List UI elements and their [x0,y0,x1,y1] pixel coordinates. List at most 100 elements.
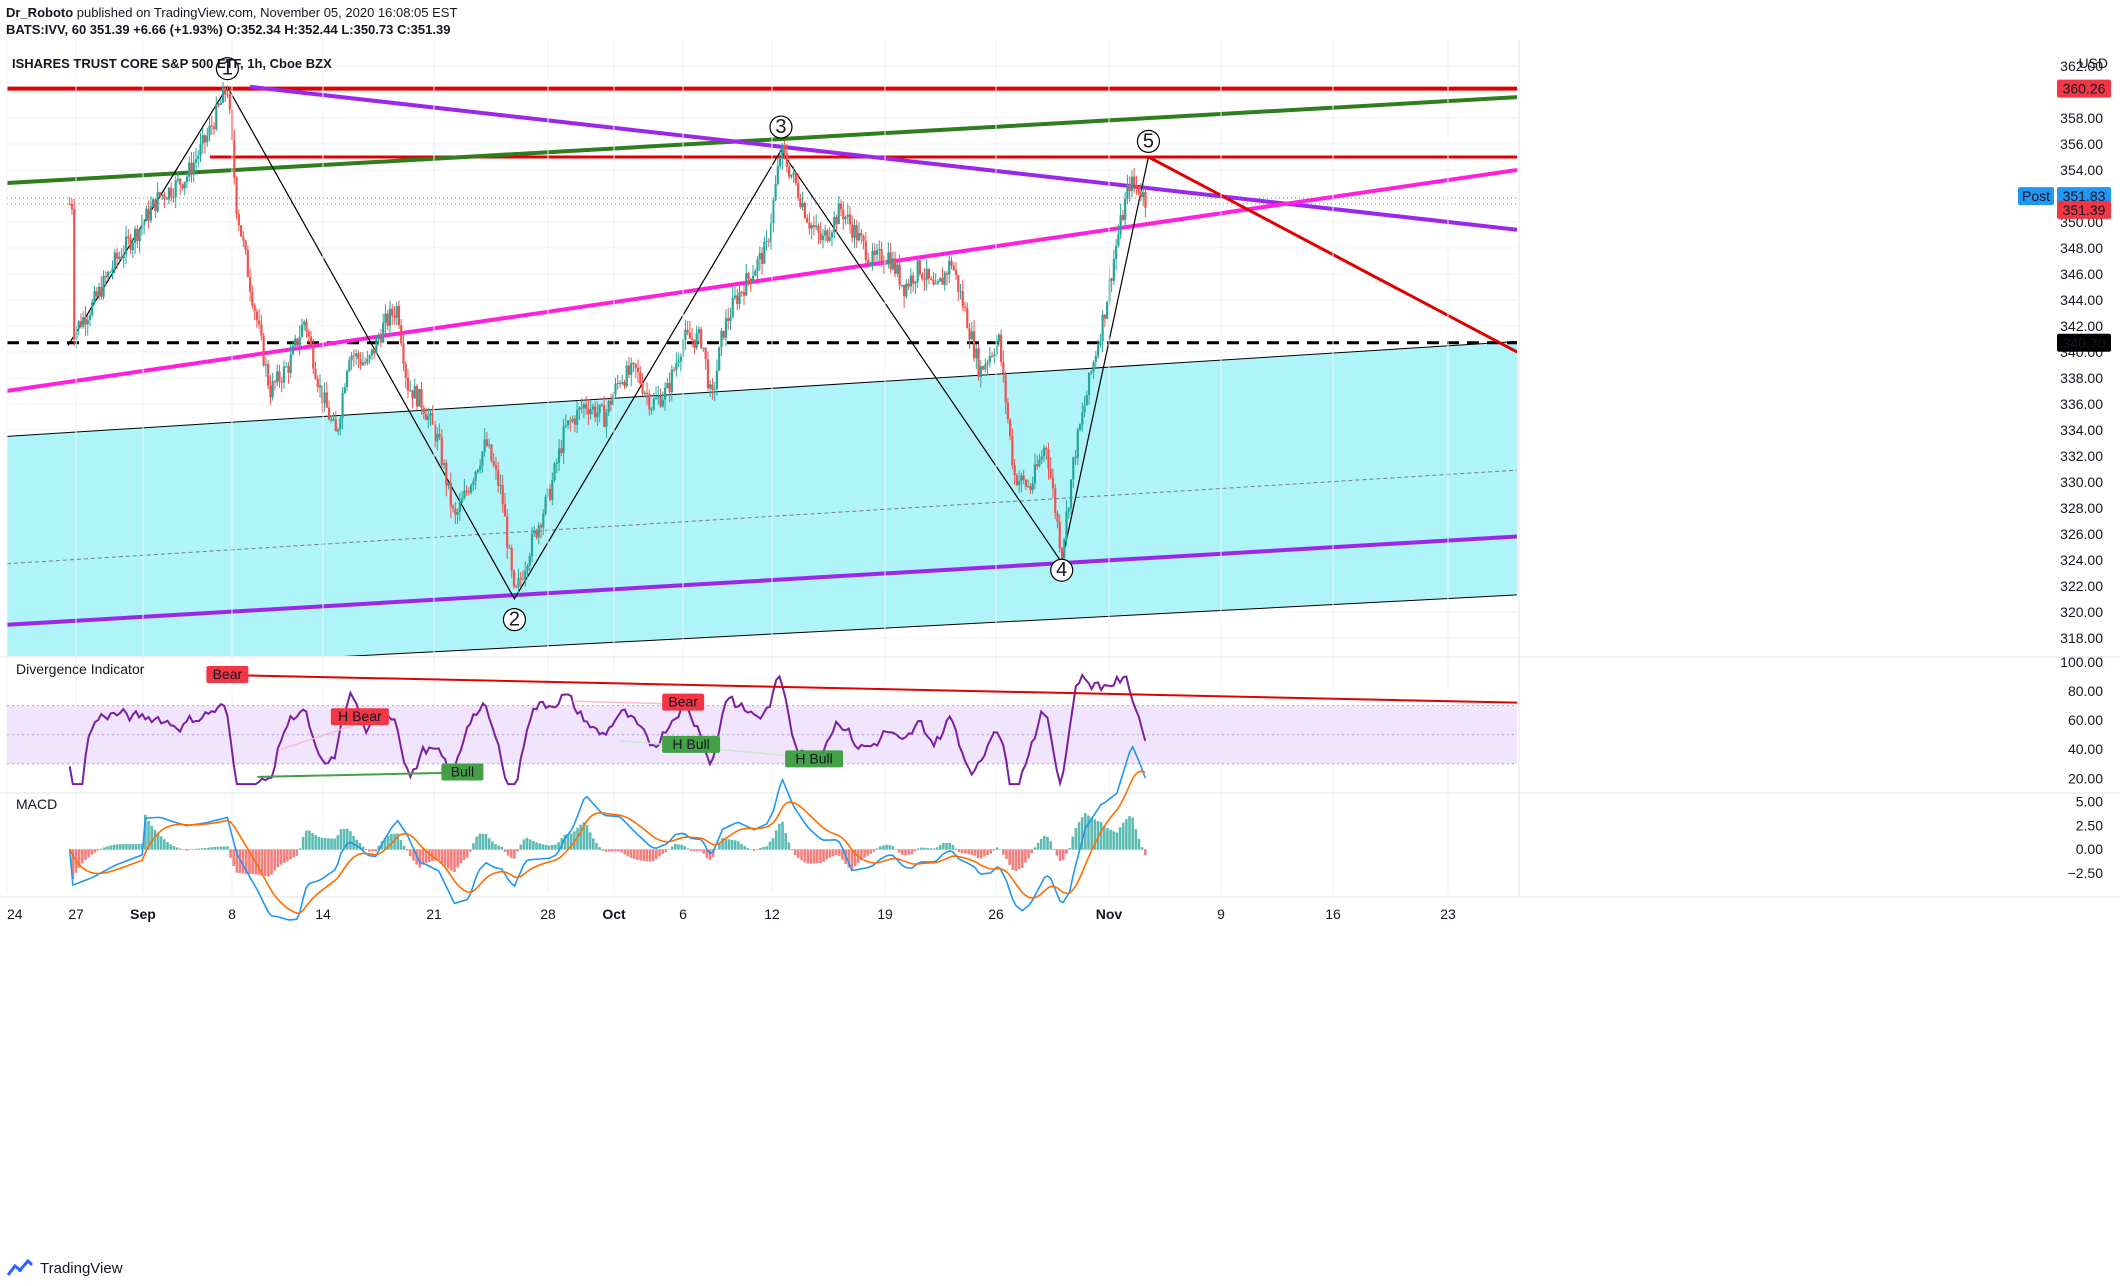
macd-hist-bar [336,835,340,850]
macd-hist-bar [96,849,100,851]
candle-body [431,413,434,425]
chart-header: Dr_Roboto published on TradingView.com, … [6,4,457,38]
candle-body [557,448,561,463]
candle-body [961,291,964,307]
macd-hist-bar [491,841,494,850]
candle-body [253,305,256,312]
author-name[interactable]: Dr_Roboto [6,5,74,20]
macd-hist-bar [317,836,321,850]
x-tick-label: Nov [1096,906,1123,922]
candle-body [632,363,635,365]
candle-body [821,235,825,241]
wave-label-circle [1136,129,1161,153]
candle-body [749,278,752,283]
macd-hist-bar [248,849,251,875]
macd-hist-bar [1033,847,1037,850]
candle-body [569,420,572,422]
macd-hist-bar [1024,849,1027,863]
macd-hist-bar [443,849,447,867]
macd-hist-bar [434,849,437,861]
macd-hist-bar [670,846,674,850]
macd-hist-bar [99,848,103,850]
macd-hist-bar [1077,822,1081,850]
macd-hist-bar [535,842,538,850]
macd-hist-bar [1099,822,1103,850]
candle-body [312,344,315,369]
candle-body [943,272,946,285]
candle-body [542,513,545,528]
macd-hist-bar [90,849,94,855]
candle-body [415,386,419,407]
candle-body [666,383,669,388]
candle-body [104,275,107,278]
macd-hist-bar [632,849,636,860]
candle-body [562,426,565,453]
x-tick-label: 21 [426,906,442,922]
macd-hist-bar [459,849,463,864]
candle-body [479,465,482,470]
macd-hist-bar [730,839,734,850]
tradingview-logo-icon [6,1258,34,1277]
candle-body [724,318,728,338]
x-tick-label: 19 [877,906,893,922]
candle-body [533,530,536,534]
candle-body [555,462,558,464]
macd-hist-bar [806,849,810,864]
candle-body [345,371,349,388]
projection-arrow-head [1858,525,1888,543]
macd-hist-bar [494,844,497,850]
candle-body [959,291,962,293]
candle-body [470,485,473,493]
macd-hist-bar [879,846,882,850]
candle-body [305,321,308,332]
chart-title: ISHARES TRUST CORE S&P 500 ETF, 1h, Cboe… [12,56,332,71]
macd-hist-bar [642,849,646,861]
candle-body [239,225,243,237]
candle-body [95,291,98,296]
candle-body [939,277,942,282]
candle-body [672,369,676,371]
candle-body [921,274,924,279]
candle-body [1024,480,1028,487]
macd-hist-bar [831,849,835,857]
macd-hist-bar [708,849,712,861]
footer-brand[interactable]: TradingView [6,1258,123,1277]
macd-hist-bar [371,849,374,852]
candle-body [323,392,326,404]
candle-body [436,433,439,442]
candle-body [691,338,694,340]
macd-hist-bar [424,849,428,864]
candle-body [544,496,547,514]
candle-body [582,404,585,409]
candle-body [785,153,788,167]
candle-body [165,198,168,200]
candle-body [68,203,71,205]
candle-body [948,260,951,275]
macd-hist-bar [705,849,709,859]
macd-hist-bar [355,839,359,850]
candle-body [1056,512,1059,522]
macd-hist-bar [320,837,324,850]
candle-body [909,275,913,287]
macd-hist-bar [1109,829,1112,850]
macd-hist-bar [897,849,901,853]
candle-body [878,249,881,251]
candle-body [945,272,949,275]
macd-hist-bar [699,849,702,852]
macd-hist-bar [1102,825,1106,850]
macd-hist-bar [626,849,630,857]
macd-hist-bar [509,849,513,858]
x-tick-label: Sep [130,906,156,922]
y-tick-label: 342.00 [2060,318,2103,334]
candle-body [149,206,152,221]
macd-hist-bar [125,844,128,850]
candle-body [1049,468,1052,478]
candle-body [100,286,103,297]
macd-hist-bar [163,839,166,850]
x-tick-label: 12 [764,906,780,922]
candle-body [736,295,739,304]
candle-body [934,283,937,285]
macd-hist-bar [812,849,816,864]
macd-hist-bar [229,849,232,858]
